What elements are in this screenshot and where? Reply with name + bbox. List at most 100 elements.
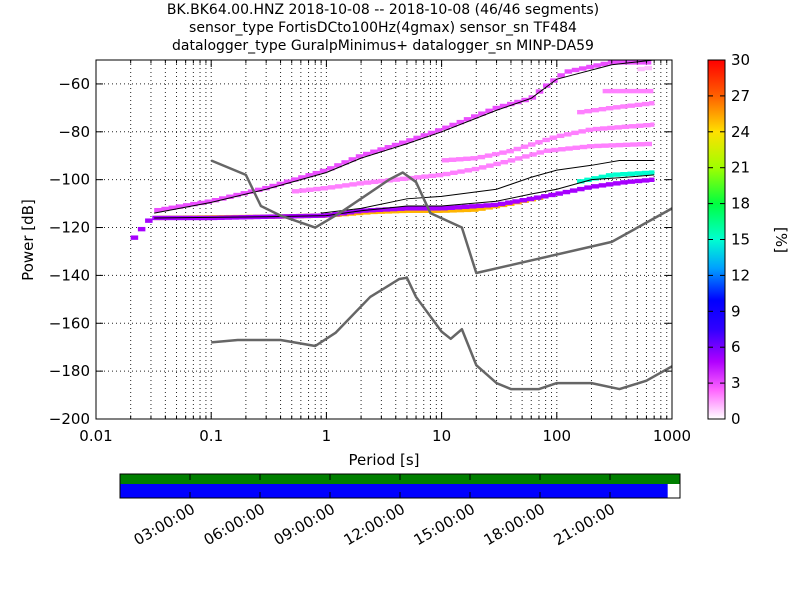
ppsd-cell [413,208,421,213]
ppsd-cell [476,203,484,209]
ppsd-cell [449,208,457,213]
ppsd-cell [319,168,328,174]
ppsd-cell [456,119,465,125]
ppsd-cell [306,187,314,192]
ppsd-cell [506,101,515,107]
ppsd-cell [614,60,623,65]
ppsd-cell [440,206,448,211]
ppsd-cell [233,192,241,198]
ppsd-cell [276,181,285,187]
x-tick-label: 1 [322,427,332,445]
ppsd-cell [600,61,609,67]
ppsd-cell [442,171,451,177]
ppsd-cell [564,132,572,137]
colorbar-tick-label: 18 [731,195,750,213]
noise-model-line [210,159,672,275]
ppsd-cell [600,126,608,131]
ppsd-cell [427,130,436,136]
percentile-line [321,160,655,214]
ppsd-cell [605,182,614,187]
ppsd-cell [313,186,321,192]
colorbar-tick-label: 27 [731,87,750,105]
ppsd-cell [469,204,477,209]
y-tick-label: −60 [58,75,90,93]
x-tick-label: 0.1 [199,427,223,445]
ppsd-cell [499,103,508,109]
ppsd-cell [535,140,543,145]
ppsd-cell [519,198,527,203]
ppsd-cell [564,69,573,74]
ppsd-cell [391,142,400,148]
colorbar-axis: 0 3 6 9 12 15 18 21 24 27 30 [708,51,750,428]
ppsd-cell [478,111,486,116]
ppsd-cell [571,130,579,136]
ppsd-cell [447,205,455,210]
ppsd-cell [641,170,650,176]
ppsd-cell [349,182,357,187]
ppsd-cell [645,88,654,94]
ppsd-cell [533,195,542,200]
ppsd-cell [512,199,520,204]
ppsd-cell [630,142,638,147]
ppsd-cell [636,123,644,128]
ppsd-cell [621,124,630,130]
ppsd-cell [209,215,218,221]
ppsd-cell [493,161,501,167]
ppsd-band [577,170,655,184]
ppsd-band [130,177,655,240]
ppsd-cell [520,144,529,149]
ppsd-cell [398,208,407,214]
ppsd-cell [406,138,414,143]
ppsd-cell [291,189,300,194]
ppsd-cell [577,109,585,115]
ppsd-cell [305,173,313,178]
ppsd-cell [506,148,514,154]
ppsd-cell [492,105,501,111]
ppsd-cell [427,208,436,213]
colorbar-tick-label: 9 [731,302,741,320]
ppsd-cell [514,99,522,105]
ppsd-cell [492,151,500,157]
ppsd-cell [507,158,516,163]
ppsd-cell [550,78,558,83]
ppsd-cell [577,186,585,192]
timeline-tick-label: 12:00:00 [341,500,408,549]
ppsd-cell [591,176,599,181]
ppsd-cell [240,191,249,196]
ppsd-cell [182,203,191,208]
ppsd-cell [470,156,478,161]
y-tick-label: −180 [49,362,90,380]
timeline-tick-label: 03:00:00 [131,500,198,549]
ppsd-cell [528,142,536,147]
ppsd-density [130,60,655,240]
ppsd-cell [327,185,336,190]
ppsd-cell [442,208,450,213]
ppsd-band [441,122,655,163]
ppsd-cell [411,206,419,211]
ppsd-cell [641,178,650,183]
y-tick-label: −200 [49,410,90,428]
ppsd-cell [450,170,458,175]
ppsd-cell [320,186,329,191]
ppsd-cell [425,206,434,211]
y-axis-label: Power [dB] [19,199,37,281]
ppsd-cell [628,124,637,129]
colorbar-tick-label: 6 [731,338,741,356]
ppsd-cell [456,207,465,213]
ppsd-cell [342,183,350,188]
ppsd-cell [536,150,545,155]
ppsd-cell [384,145,393,150]
ppsd-cell [490,202,499,208]
ppsd-cell [441,158,450,163]
ppsd-cell [168,205,177,210]
ppsd-cell [485,108,493,114]
x-axis-label: Period [s] [348,451,419,469]
ppsd-cell [526,196,535,202]
ppsd-cell [624,88,632,94]
ppsd-cell [298,175,306,180]
chart-title-line-3: datalogger_type GuralpMinimus+ datalogge… [172,38,594,54]
timeline-tick-label: 18:00:00 [481,500,548,549]
ppsd-cell [522,154,530,159]
ppsd-cell [644,141,653,147]
